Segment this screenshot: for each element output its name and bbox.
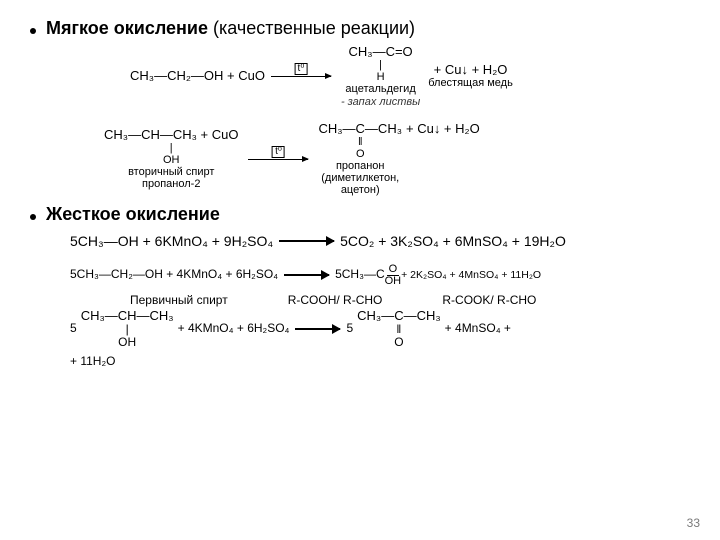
arrow-icon — [295, 328, 340, 330]
heading-mild-oxidation: Мягкое окисление (качественные реакции) — [30, 18, 690, 39]
rxn1-lhs: CH₃—CH₂—OH + CuO — [130, 69, 265, 84]
rxn2-lhs: CH₃—CH—CH₃ + CuO | OH вторичный спирт пр… — [104, 128, 238, 191]
label-rcook-rcho: R-COOK/ R-CHO — [442, 293, 536, 307]
rxn4-cooh: O OH — [385, 264, 402, 287]
bullet-icon — [30, 28, 36, 34]
rxn5-lhs-tail: + 4KMnO₄ + 6H₂SO₄ — [178, 322, 290, 336]
heading1-bold: Мягкое окисление — [46, 18, 208, 38]
rxn1-cu: + Cu↓ + H₂O блестящая медь — [428, 63, 513, 89]
rxn4-rhs-pre: 5CH₃—C — [335, 268, 385, 282]
rxn1-arrow-label: t⁰ — [295, 63, 308, 75]
reaction-3: 5CH₃—OH + 6KMnO₄ + 9H₂SO₄ 5CO₂ + 3K₂SO₄ … — [70, 233, 690, 249]
rxn3-rhs: 5CO₂ + 3K₂SO₄ + 6MnSO₄ + 19H₂O — [340, 233, 566, 249]
rxn2-arrow-label: t⁰ — [272, 146, 285, 158]
arrow-icon — [279, 240, 334, 242]
rxn2-rhs-ketone: CH₃—C—CH₃ ‖ O пропанон (диметилкетон, ац… — [318, 122, 402, 197]
arrow-icon: t⁰ — [271, 76, 331, 77]
rxn5-lhs-alcohol: CH₃—CH—CH₃ | OH — [81, 309, 174, 350]
reaction-5: 5 CH₃—CH—CH₃ | OH + 4KMnO₄ + 6H₂SO₄ 5 CH… — [70, 309, 690, 369]
label-primary-alcohol: Первичный спирт — [130, 293, 228, 307]
rxn4-lhs: 5CH₃—CH₂—OH + 4KMnO₄ + 6H₂SO₄ — [70, 268, 278, 282]
heading-hard-oxidation: Жесткое окисление — [30, 204, 690, 225]
rxn1-product-aldehyde: CH₃—C=O | H ацетальдегид - запах листвы — [341, 45, 420, 108]
labels-row: Первичный спирт R-COOH/ R-CHO R-COOK/ R-… — [130, 293, 690, 307]
heading2-bold: Жесткое окисление — [46, 204, 220, 225]
rxn5-rhs-ketone: CH₃—C—CH₃ ‖ O — [357, 309, 441, 350]
bullet-icon — [30, 214, 36, 220]
rxn3-lhs: 5CH₃—OH + 6KMnO₄ + 9H₂SO₄ — [70, 233, 273, 249]
arrow-icon — [284, 274, 329, 276]
reaction-2: CH₃—CH—CH₃ + CuO | OH вторичный спирт пр… — [100, 122, 690, 197]
rxn5-pre: 5 — [70, 322, 77, 336]
rxn5-rhs-tail: + 4MnSO₄ + — [445, 322, 511, 336]
reaction-4: 5CH₃—CH₂—OH + 4KMnO₄ + 6H₂SO₄ 5CH₃—C O O… — [70, 264, 690, 287]
label-rcooh-rcho: R-COOH/ R-CHO — [288, 293, 383, 307]
page-number: 33 — [687, 516, 700, 530]
rxn5-line2: + 11H₂O — [70, 355, 115, 369]
rxn2-tail: + Cu↓ + H₂O — [406, 122, 480, 137]
rxn4-tail: + 2K₂SO₄ + 4MnSO₄ + 11H₂O — [401, 269, 541, 281]
heading1-rest: (качественные реакции) — [208, 18, 415, 38]
heading-text: Мягкое окисление (качественные реакции) — [46, 18, 415, 39]
arrow-icon: t⁰ — [248, 159, 308, 160]
rxn5-rhs-pre: 5 — [346, 322, 353, 336]
slide-page: Мягкое окисление (качественные реакции) … — [0, 0, 720, 540]
reaction-1: CH₃—CH₂—OH + CuO t⁰ CH₃—C=O | H ацетальд… — [130, 45, 690, 108]
